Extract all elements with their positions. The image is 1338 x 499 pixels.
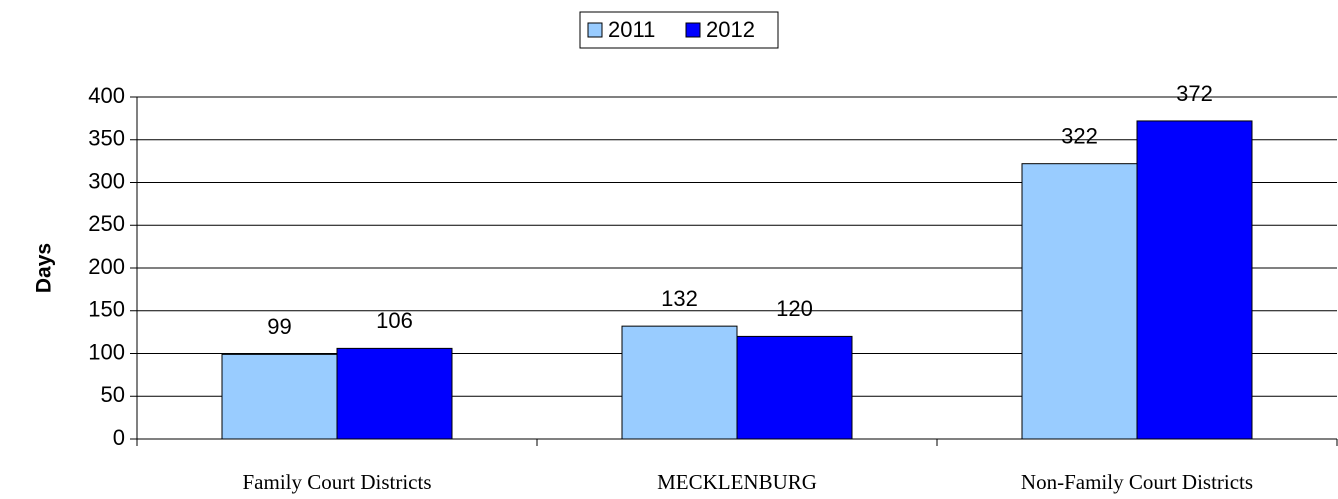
y-tick-label: 350 bbox=[88, 126, 125, 151]
x-tick-label: MECKLENBURG bbox=[657, 470, 817, 494]
data-label: 106 bbox=[376, 308, 413, 333]
y-axis-label: Days bbox=[33, 243, 56, 293]
legend-box bbox=[579, 11, 779, 49]
data-label: 99 bbox=[267, 314, 291, 339]
data-label: 120 bbox=[776, 296, 813, 321]
bar bbox=[736, 335, 853, 440]
y-tick-label: 200 bbox=[88, 254, 125, 279]
y-tick-label: 400 bbox=[88, 83, 125, 108]
legend-swatch bbox=[685, 22, 701, 38]
y-tick-label: 50 bbox=[101, 382, 125, 407]
data-label: 132 bbox=[661, 286, 698, 311]
legend-swatch bbox=[587, 22, 603, 38]
y-tick-label: 0 bbox=[113, 425, 125, 450]
data-label: 322 bbox=[1061, 124, 1098, 149]
y-tick-label: 300 bbox=[88, 168, 125, 193]
y-tick-label: 150 bbox=[88, 297, 125, 322]
y-tick-label: 100 bbox=[88, 339, 125, 364]
x-tick-label: Family Court Districts bbox=[243, 470, 432, 494]
bar bbox=[1136, 120, 1253, 440]
y-tick-label: 250 bbox=[88, 211, 125, 236]
legend-label: 2012 bbox=[706, 17, 755, 42]
bar bbox=[336, 347, 453, 440]
bar bbox=[221, 353, 338, 440]
x-tick-label: Non-Family Court Districts bbox=[1021, 470, 1253, 494]
bar bbox=[1021, 163, 1138, 440]
legend-label: 2011 bbox=[608, 17, 655, 42]
bar bbox=[621, 325, 738, 440]
data-label: 372 bbox=[1176, 81, 1213, 106]
